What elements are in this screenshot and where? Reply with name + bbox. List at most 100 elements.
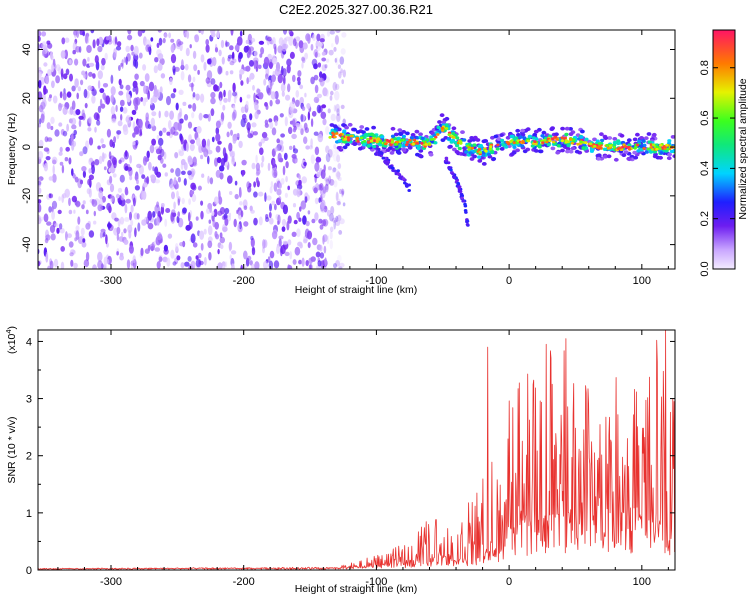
noise-point: [256, 88, 261, 94]
signal-point: [606, 154, 612, 159]
noise-point: [295, 90, 300, 98]
y-tick-label: 0: [21, 144, 33, 150]
noise-point: [64, 37, 70, 43]
noise-point: [230, 250, 237, 255]
noise-point: [182, 101, 187, 106]
noise-point: [300, 128, 304, 136]
noise-point: [157, 232, 162, 241]
noise-point: [281, 65, 284, 76]
noise-point: [99, 88, 105, 94]
signal-point: [600, 138, 605, 143]
noise-point: [270, 181, 274, 188]
noise-point: [304, 92, 307, 98]
noise-point: [200, 54, 205, 63]
noise-point: [340, 48, 346, 55]
signal-point: [460, 130, 465, 135]
signal-point: [644, 150, 649, 154]
noise-point: [325, 208, 329, 214]
noise-point: [187, 256, 192, 262]
noise-point: [272, 37, 276, 46]
noise-point: [124, 217, 130, 222]
noise-point: [187, 170, 192, 176]
signal-point: [369, 137, 373, 140]
noise-point: [299, 206, 302, 212]
signal-point: [415, 152, 420, 157]
noise-point: [335, 220, 341, 227]
noise-point: [291, 231, 297, 237]
noise-point: [337, 176, 342, 181]
noise-point: [97, 145, 101, 150]
noise-point: [314, 212, 319, 221]
noise-point: [329, 226, 334, 233]
noise-point: [121, 231, 124, 237]
noise-point: [150, 97, 153, 106]
noise-point: [119, 106, 124, 112]
noise-point: [147, 222, 154, 230]
noise-point: [329, 95, 333, 101]
signal-point: [612, 143, 617, 147]
colorbar-tick-label: 0.2: [699, 211, 711, 226]
noise-point: [162, 37, 166, 44]
noise-point: [292, 127, 297, 133]
branch-point-1: [465, 220, 469, 224]
noise-point: [188, 198, 192, 206]
noise-point: [280, 178, 285, 185]
noise-scatter: [38, 30, 347, 269]
noise-point: [327, 166, 332, 171]
noise-point: [87, 178, 92, 186]
signal-point: [581, 146, 586, 150]
signal-point: [565, 149, 570, 154]
noise-point: [178, 89, 184, 96]
noise-point: [288, 30, 293, 35]
noise-point: [238, 52, 243, 59]
signal-point: [607, 136, 613, 140]
signal-point: [499, 133, 504, 138]
noise-point: [308, 263, 313, 269]
noise-point: [306, 230, 313, 240]
noise-point: [115, 193, 120, 199]
signal-point: [420, 136, 425, 140]
branch-point-1: [457, 186, 461, 190]
noise-point: [249, 113, 253, 121]
noise-point: [255, 154, 258, 163]
noise-point: [292, 188, 299, 196]
noise-point: [278, 182, 282, 189]
noise-point: [136, 213, 140, 220]
noise-point: [182, 207, 187, 214]
snr-series: [38, 330, 675, 570]
noise-point: [113, 136, 117, 144]
noise-point: [253, 60, 257, 70]
noise-point: [281, 218, 287, 227]
noise-point: [97, 204, 103, 212]
signal-point: [493, 134, 499, 139]
noise-point: [201, 138, 207, 148]
signal-point: [603, 154, 608, 159]
noise-point: [123, 56, 127, 63]
noise-point: [199, 230, 205, 240]
noise-point: [227, 175, 233, 184]
noise-point: [215, 169, 221, 178]
signal-point: [375, 140, 379, 144]
noise-point: [255, 177, 259, 184]
noise-point: [181, 170, 186, 175]
noise-point: [170, 38, 175, 43]
signal-point: [370, 133, 375, 137]
noise-point: [317, 62, 322, 68]
noise-point: [123, 151, 129, 160]
noise-point: [280, 246, 283, 257]
noise-point: [125, 189, 129, 196]
signal-point: [537, 145, 542, 149]
signal-point: [521, 141, 525, 144]
signal-point: [642, 147, 646, 150]
signal-point: [518, 135, 523, 139]
noise-point: [172, 261, 177, 266]
noise-point: [301, 62, 304, 69]
signal-point: [364, 132, 369, 137]
signal-point: [599, 146, 603, 150]
noise-point: [241, 159, 247, 166]
noise-point: [137, 222, 141, 232]
noise-point: [50, 116, 55, 124]
signal-point: [391, 147, 396, 152]
noise-point: [281, 226, 286, 232]
signal-point: [555, 138, 559, 141]
